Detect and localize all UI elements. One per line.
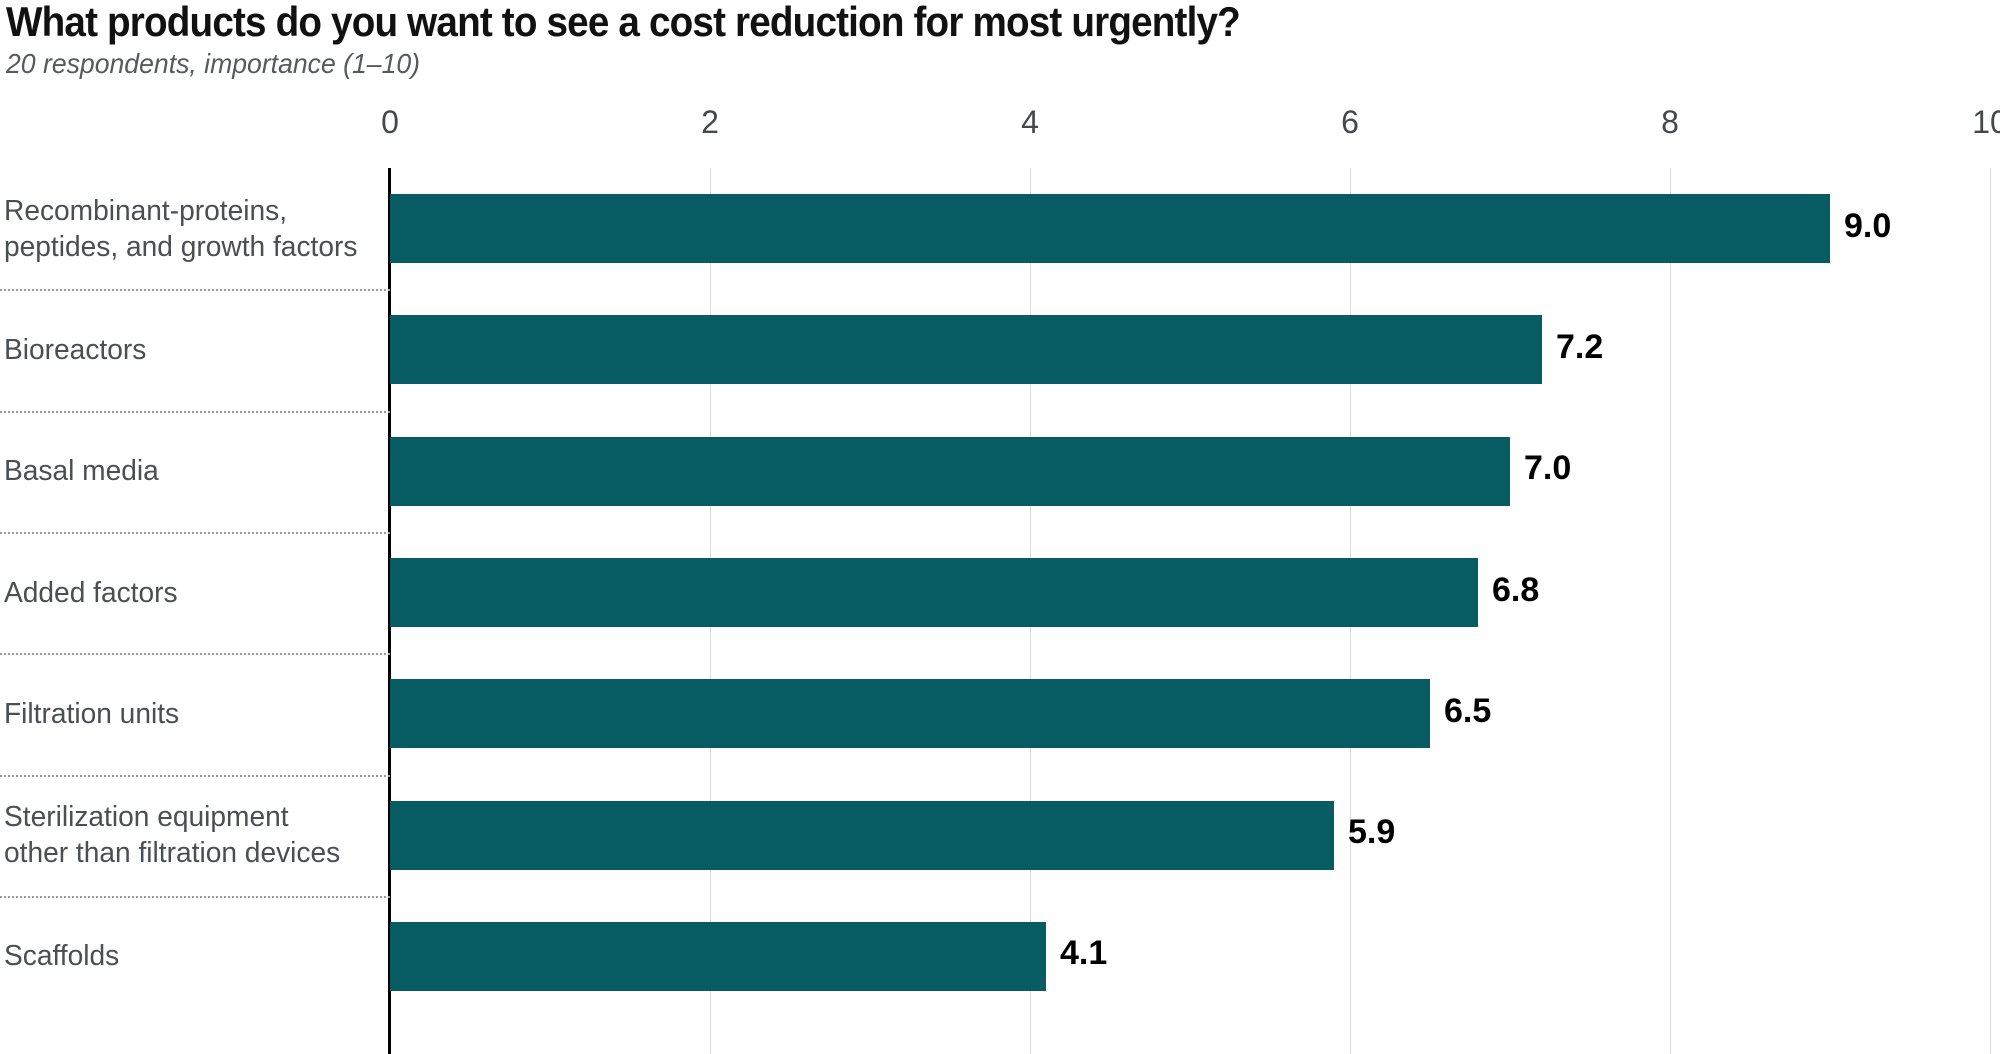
- bar-row[interactable]: [0, 775, 2000, 896]
- bar-value-label: 5.9: [1348, 813, 1396, 852]
- x-tick-8: 8: [1661, 104, 1679, 140]
- bar-value-label: 7.0: [1524, 449, 1572, 488]
- bar[interactable]: [390, 558, 1478, 628]
- category-label: Added factors: [4, 576, 178, 609]
- bar-value-label: 7.2: [1556, 327, 1604, 366]
- x-tick-10: 10: [1972, 104, 2000, 140]
- bar-value-label: 6.5: [1444, 691, 1492, 730]
- bar[interactable]: [390, 315, 1542, 385]
- x-tick-6: 6: [1341, 104, 1359, 140]
- row-separator: [0, 289, 390, 292]
- bar-value-label: 6.8: [1492, 570, 1540, 609]
- category-label: Sterilization equipment other than filtr…: [4, 801, 341, 870]
- row-separator: [0, 653, 390, 656]
- row-separator: [0, 774, 390, 777]
- bar-value-label: 9.0: [1844, 206, 1892, 245]
- category-label: Bioreactors: [4, 333, 147, 366]
- category-label: Basal media: [4, 455, 159, 488]
- bar-row[interactable]: [0, 653, 2000, 774]
- row-separator: [0, 895, 390, 898]
- chart-title: What products do you want to see a cost …: [6, 0, 1241, 45]
- x-tick-0: 0: [381, 104, 399, 140]
- chart-header: What products do you want to see a cost …: [0, 0, 2000, 96]
- category-label: Filtration units: [4, 697, 180, 730]
- bar[interactable]: [390, 194, 1830, 264]
- bar-row[interactable]: [0, 168, 2000, 289]
- bar-row[interactable]: [0, 289, 2000, 410]
- category-label: Scaffolds: [4, 940, 120, 973]
- bar[interactable]: [390, 436, 1510, 506]
- category-label: Recombinant-proteins, peptides, and grow…: [4, 194, 358, 263]
- gridline-10: [1990, 168, 1991, 1054]
- gridline-8: [1670, 168, 1671, 1054]
- bar-value-label: 4.1: [1060, 934, 1108, 973]
- bar-row[interactable]: [0, 532, 2000, 653]
- bar-row[interactable]: [0, 411, 2000, 532]
- x-tick-4: 4: [1021, 104, 1039, 140]
- x-tick-2: 2: [701, 104, 719, 140]
- bar[interactable]: [390, 679, 1430, 749]
- bar-row[interactable]: [0, 896, 2000, 1017]
- row-separator: [0, 531, 390, 534]
- row-separator: [0, 410, 390, 413]
- y-axis-line: [388, 168, 391, 1054]
- bar[interactable]: [390, 800, 1334, 870]
- chart-subtitle: 20 respondents, importance (1–10): [6, 48, 421, 79]
- bar[interactable]: [390, 921, 1046, 991]
